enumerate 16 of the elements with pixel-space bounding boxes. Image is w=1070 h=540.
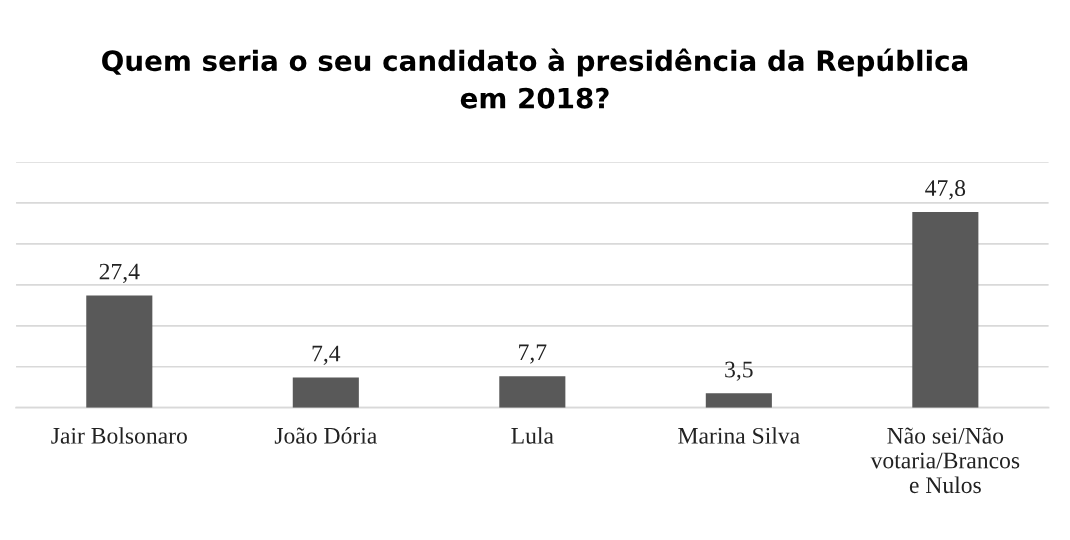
x-tick-label: Jair Bolsonaro [51, 427, 187, 444]
x-tick-label: Marina Silva [678, 427, 800, 444]
bar [705, 393, 772, 408]
bar [292, 377, 359, 408]
data-label: 7,7 [519, 344, 547, 364]
data-label: 7,4 [312, 345, 341, 365]
chart-title: Quem seria o seu candidato à presidência da República em 2018? [102, 48, 968, 109]
data-label: 47,8 [925, 180, 966, 200]
x-tick-label: Lula [511, 427, 554, 444]
x-tick-label: João Dória [274, 427, 377, 444]
bar [86, 295, 153, 408]
bar [499, 376, 566, 408]
bar [912, 211, 979, 408]
data-label: 3,5 [725, 361, 753, 381]
data-label: 27,4 [99, 263, 140, 283]
x-tick-label: Não sei/Não votaria/Brancos e Nulos [870, 427, 1020, 494]
